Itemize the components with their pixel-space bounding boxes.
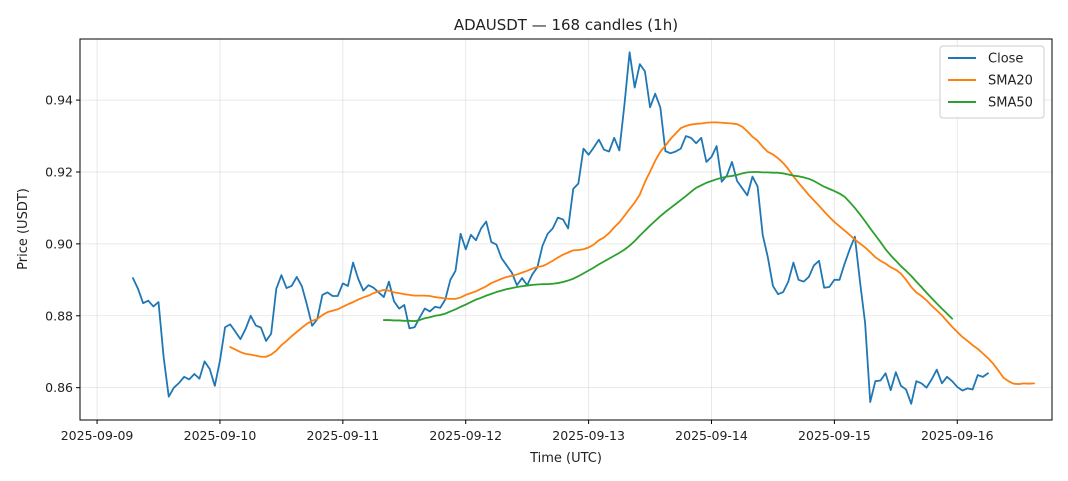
series-sma50-line <box>382 171 954 323</box>
y-tick-label: 0.88 <box>45 308 73 323</box>
x-tick-label: 2025-09-10 <box>184 428 257 443</box>
x-tick-label: 2025-09-14 <box>675 428 748 443</box>
x-tick-label: 2025-09-15 <box>798 428 871 443</box>
series-close-line <box>132 51 989 405</box>
legend-box <box>939 45 1045 119</box>
x-axis: 2025-09-09 2025-09-10 2025-09-11 2025-09-12… <box>61 420 994 443</box>
legend-label-sma20: SMA20 <box>988 74 1033 89</box>
series-layer <box>132 51 1035 405</box>
plot-frame <box>79 38 1053 421</box>
series-sma20-line <box>229 121 1035 385</box>
y-tick-label: 0.92 <box>45 164 73 179</box>
grid <box>80 39 1052 420</box>
x-tick-label: 2025-09-12 <box>429 428 502 443</box>
y-axis: 0.86 0.88 0.90 0.92 0.94 <box>45 93 80 395</box>
y-axis-label: Price (USDT) <box>16 188 31 270</box>
x-tick-label: 2025-09-11 <box>307 428 380 443</box>
y-tick-label: 0.90 <box>45 236 73 251</box>
legend: Close SMA20 SMA50 <box>939 45 1045 119</box>
chart-title: ADAUSDT — 168 candles (1h) <box>454 16 678 34</box>
x-tick-label: 2025-09-16 <box>921 428 994 443</box>
x-axis-label: Time (UTC) <box>529 451 602 466</box>
y-tick-label: 0.94 <box>45 93 73 108</box>
legend-label-sma50: SMA50 <box>988 96 1033 111</box>
legend-label-close: Close <box>988 52 1023 67</box>
x-tick-label: 2025-09-09 <box>61 428 134 443</box>
y-tick-label: 0.86 <box>45 380 73 395</box>
x-tick-label: 2025-09-13 <box>552 428 625 443</box>
